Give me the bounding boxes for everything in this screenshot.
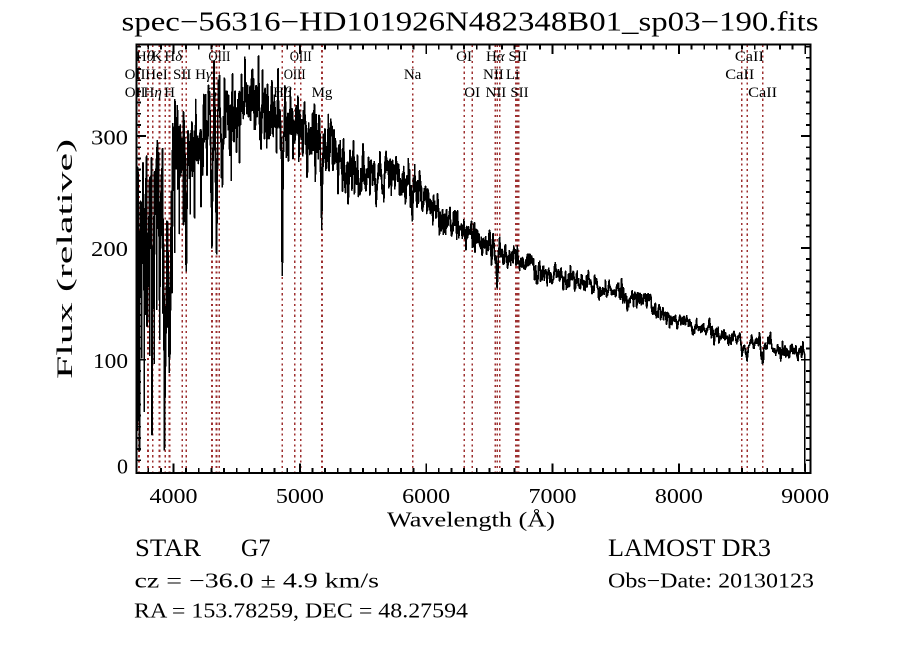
svg-text:SII: SII <box>173 67 191 83</box>
svg-text:cz = −36.0 ± 4.9 km/s: cz = −36.0 ± 4.9 km/s <box>135 569 380 593</box>
svg-text:spec−56316−HD101926N482348B01_: spec−56316−HD101926N482348B01_sp03−190.f… <box>122 7 819 37</box>
svg-text:Hβ: Hβ <box>273 85 292 101</box>
svg-text:HeI: HeI <box>145 67 168 83</box>
svg-text:CaII: CaII <box>735 49 764 65</box>
svg-text:300: 300 <box>91 125 128 149</box>
svg-text:OII: OII <box>125 67 146 83</box>
svg-text:Wavelength (Å): Wavelength (Å) <box>387 508 555 532</box>
svg-text:STAR: STAR <box>135 535 201 562</box>
svg-text:4000: 4000 <box>150 484 198 508</box>
svg-text:OIII: OIII <box>284 67 306 83</box>
svg-text:Mg: Mg <box>312 85 333 101</box>
svg-text:7000: 7000 <box>529 484 577 508</box>
svg-text:Hγ: Hγ <box>195 67 213 83</box>
svg-text:Na: Na <box>404 67 422 83</box>
svg-text:Flux (relative): Flux (relative) <box>52 139 77 379</box>
svg-text:6000: 6000 <box>402 484 450 508</box>
svg-text:OIII: OIII <box>290 49 312 65</box>
svg-text:Hη: Hη <box>144 85 162 101</box>
svg-text:NII: NII <box>483 67 504 83</box>
svg-text:OII: OII <box>125 85 146 101</box>
svg-text:Obs−Date: 20130123: Obs−Date: 20130123 <box>608 569 814 593</box>
svg-text:Li: Li <box>506 67 519 83</box>
svg-text:5000: 5000 <box>276 484 324 508</box>
svg-text:G: G <box>207 85 218 101</box>
svg-text:H: H <box>164 85 175 101</box>
svg-text:OIII: OIII <box>208 49 230 65</box>
svg-text:RA = 153.78259, DEC = 48.2759: RA = 153.78259, DEC = 48.27594 <box>134 599 469 623</box>
svg-text:Hδ: Hδ <box>164 49 183 65</box>
svg-text:0: 0 <box>117 455 128 479</box>
svg-text:LAMOST DR3: LAMOST DR3 <box>608 535 771 562</box>
svg-text:NII: NII <box>485 85 506 101</box>
svg-text:G7: G7 <box>241 535 271 562</box>
svg-text:Hα: Hα <box>486 49 506 65</box>
svg-text:SII: SII <box>510 85 528 101</box>
svg-text:8000: 8000 <box>655 484 703 508</box>
svg-text:100: 100 <box>93 349 128 373</box>
svg-text:SII: SII <box>509 49 527 65</box>
svg-text:OI: OI <box>456 49 472 65</box>
svg-text:200: 200 <box>91 237 128 261</box>
svg-text:9000: 9000 <box>781 484 829 508</box>
svg-text:OI: OI <box>464 85 480 101</box>
svg-text:K: K <box>152 49 163 65</box>
svg-text:Hθ: Hθ <box>136 49 155 65</box>
svg-text:CaII: CaII <box>725 67 754 83</box>
svg-text:CaII: CaII <box>748 85 777 101</box>
